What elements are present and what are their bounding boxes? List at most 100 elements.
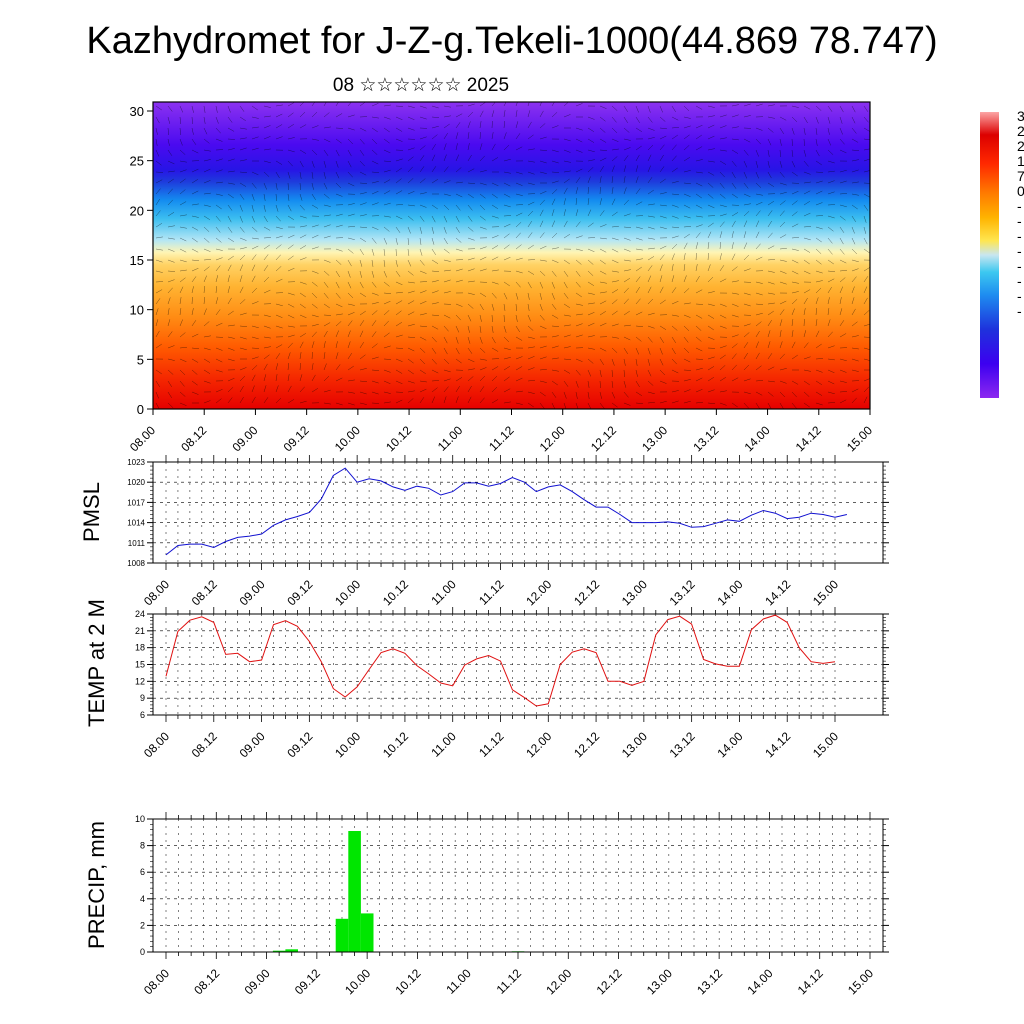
y-tick-label: 21 bbox=[135, 626, 145, 636]
x-tick-label: 13.12 bbox=[667, 729, 698, 760]
precip-bar bbox=[285, 949, 298, 952]
colorbar-label: - bbox=[1017, 258, 1022, 274]
y-tick-label: 12 bbox=[135, 676, 145, 686]
colorbar-label: 0 bbox=[1017, 183, 1024, 199]
x-tick-label: 12.12 bbox=[571, 577, 602, 608]
wind-vectors bbox=[155, 102, 870, 409]
heatmap-x-tick-label: 11.12 bbox=[486, 423, 517, 454]
x-tick-label: 11.12 bbox=[494, 966, 525, 997]
x-tick-label: 12.00 bbox=[543, 966, 574, 997]
precip-bar bbox=[272, 950, 286, 952]
precip-y-axis-label: PRECIP, mm bbox=[84, 821, 109, 949]
precip-bars bbox=[272, 831, 525, 953]
x-tick-label: 11.00 bbox=[428, 577, 459, 608]
x-tick-label: 09.12 bbox=[284, 577, 315, 608]
x-tick-label: 10.12 bbox=[380, 729, 411, 760]
pmsl-frame bbox=[152, 461, 884, 564]
colorbar-scale bbox=[980, 112, 999, 398]
heatmap-x-tick-label: 11.00 bbox=[435, 423, 466, 454]
x-tick-label: 10.12 bbox=[380, 577, 411, 608]
x-tick-label: 09.00 bbox=[237, 577, 268, 608]
x-tick-label: 14.00 bbox=[744, 966, 775, 997]
x-tick-label: 11.00 bbox=[443, 966, 474, 997]
heatmap-y-tick-label: 0 bbox=[137, 402, 144, 417]
y-tick-label: 24 bbox=[135, 609, 145, 619]
x-tick-label: 14.12 bbox=[762, 577, 793, 608]
x-tick-label: 14.12 bbox=[795, 966, 826, 997]
colorbar-label: - bbox=[1017, 213, 1022, 229]
x-tick-label: 13.12 bbox=[667, 577, 698, 608]
heatmap-x-tick-label: 10.12 bbox=[383, 423, 414, 454]
temp-series-line bbox=[165, 614, 836, 707]
x-tick-label: 13.00 bbox=[619, 577, 650, 608]
y-tick-label: 2 bbox=[140, 920, 145, 930]
x-tick-label: 08.12 bbox=[191, 966, 222, 997]
colorbar-label: 3 bbox=[1017, 108, 1024, 124]
precip-bar bbox=[348, 831, 361, 952]
y-tick-label: 1011 bbox=[128, 539, 146, 548]
heatmap-y-tick-label: 25 bbox=[130, 154, 144, 169]
pmsl-series-line bbox=[165, 467, 848, 556]
colorbar-label: - bbox=[1017, 243, 1022, 259]
pmsl-axes: 1008 1011 1014 1017 1020 1023 08.00 08.12 09.00 0… bbox=[127, 455, 889, 608]
heatmap-y-tick-label: 20 bbox=[130, 203, 144, 218]
x-tick-label: 10.12 bbox=[392, 966, 423, 997]
x-tick-label: 08.00 bbox=[141, 729, 172, 760]
x-tick-label: 10.00 bbox=[342, 966, 373, 997]
y-tick-label: 1014 bbox=[127, 519, 145, 528]
x-tick-label: 15.00 bbox=[810, 577, 841, 608]
heatmap-x-tick-label: 13.00 bbox=[639, 423, 670, 454]
heatmap-x-tick-label: 12.12 bbox=[588, 423, 619, 454]
heatmap-x-tick-label: 13.12 bbox=[690, 423, 721, 454]
x-tick-label: 12.12 bbox=[594, 966, 625, 997]
x-tick-label: 15.00 bbox=[845, 966, 876, 997]
precip-grid bbox=[153, 818, 883, 953]
heatmap-panel: 0 5 10 15 20 25 30 08.00 08.12 09.00 09.12 10.00 10… bbox=[127, 101, 875, 454]
y-tick-label: 9 bbox=[140, 693, 145, 703]
heatmap-x-tick-label: 09.00 bbox=[229, 423, 260, 454]
x-tick-label: 11.12 bbox=[476, 729, 507, 760]
x-tick-label: 14.00 bbox=[714, 729, 745, 760]
precip-axes: 0 2 4 6 8 10 08.00 08.12 09.00 09.12 10.00 10.12 11.… bbox=[135, 812, 889, 997]
precip-panel: 0 2 4 6 8 10 08.00 08.12 09.00 09.12 10.00 10.12 11.… bbox=[84, 812, 889, 997]
heatmap-x-tick-label: 08.00 bbox=[127, 423, 158, 454]
x-tick-label: 13.00 bbox=[619, 729, 650, 760]
colorbar-label: - bbox=[1017, 303, 1022, 319]
y-tick-label: 1017 bbox=[127, 498, 145, 507]
colorbar-label: 2 bbox=[1017, 138, 1024, 154]
x-tick-label: 08.12 bbox=[189, 729, 220, 760]
x-tick-label: 10.00 bbox=[332, 577, 363, 608]
y-tick-label: 4 bbox=[140, 894, 145, 904]
temp-grid bbox=[153, 613, 883, 716]
x-tick-label: 12.00 bbox=[523, 577, 554, 608]
colorbar-label: - bbox=[1017, 198, 1022, 214]
colorbar-label: 7 bbox=[1017, 168, 1024, 184]
heatmap-x-tick-label: 14.00 bbox=[742, 423, 773, 454]
x-tick-label: 15.00 bbox=[810, 729, 841, 760]
colorbar-label: - bbox=[1017, 228, 1022, 244]
y-tick-label: 6 bbox=[140, 867, 145, 877]
y-tick-label: 1008 bbox=[127, 559, 145, 568]
temp-y-axis-label: TEMP at 2 M bbox=[84, 599, 109, 727]
heatmap-y-axis: 0 5 10 15 20 25 30 bbox=[130, 104, 153, 417]
temp-panel: 6 9 12 15 18 21 24 08.00 08.12 09.00 09.12 10.00 10.… bbox=[84, 599, 889, 760]
heatmap-x-tick-label: 15.00 bbox=[844, 423, 875, 454]
page-title: Kazhydromet for J-Z-g.Tekeli-1000(44.869… bbox=[86, 20, 938, 62]
y-tick-label: 6 bbox=[140, 710, 145, 720]
heatmap-y-tick-label: 10 bbox=[130, 303, 144, 318]
x-tick-label: 11.00 bbox=[428, 729, 459, 760]
x-tick-label: 08.12 bbox=[189, 577, 220, 608]
wind-arrow-field bbox=[155, 102, 870, 409]
x-tick-label: 08.00 bbox=[141, 577, 172, 608]
heatmap-x-tick-label: 14.12 bbox=[793, 423, 824, 454]
date-label: 08 ☆☆☆☆☆☆ 2025 bbox=[333, 75, 509, 96]
heatmap-field bbox=[153, 102, 870, 409]
colorbar-label: 1 bbox=[1017, 153, 1024, 169]
heatmap-x-tick-label: 08.12 bbox=[178, 423, 209, 454]
heatmap-x-tick-label: 09.12 bbox=[281, 423, 312, 454]
temp-axes: 6 9 12 15 18 21 24 08.00 08.12 09.00 09.12 10.00 10.… bbox=[135, 607, 889, 760]
x-tick-label: 09.12 bbox=[292, 966, 323, 997]
y-tick-label: 18 bbox=[135, 643, 145, 653]
